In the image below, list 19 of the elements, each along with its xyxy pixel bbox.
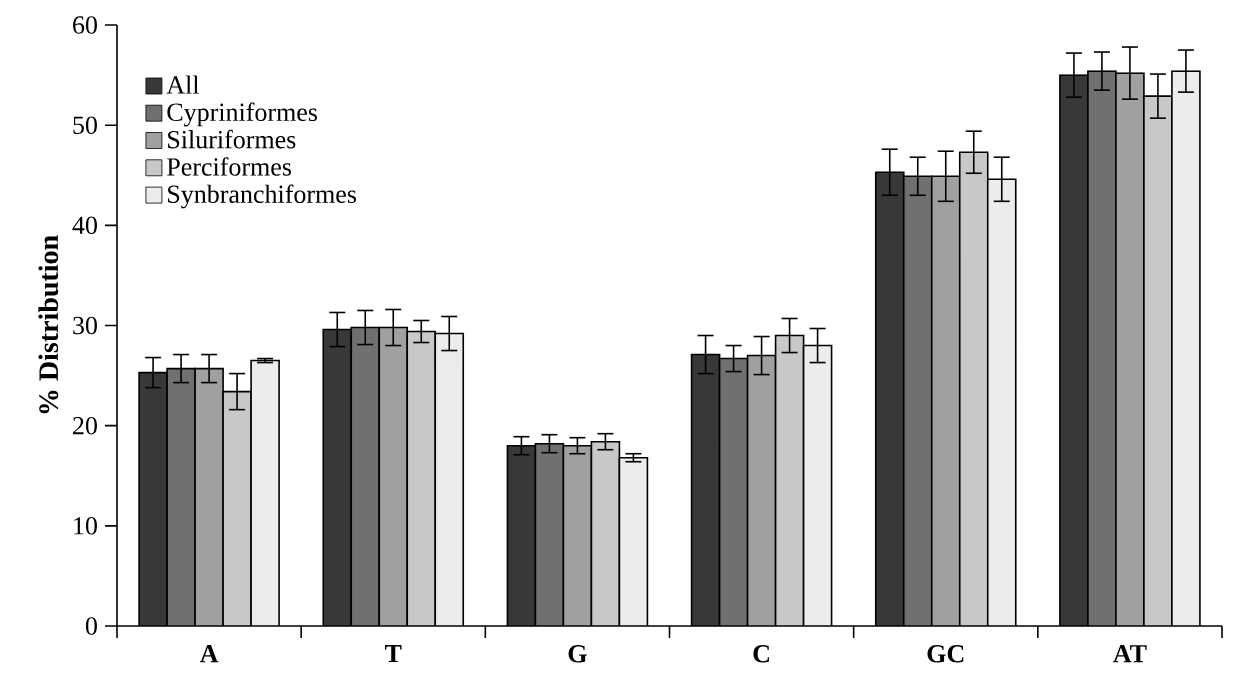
- y-tick-label: 20: [73, 416, 97, 435]
- y-tick-label: 30: [73, 316, 97, 335]
- x-tick-label: T: [384, 645, 402, 663]
- x-tick-label: GC: [927, 645, 964, 663]
- x-tick-label: C: [753, 645, 770, 663]
- y-tick-label: 40: [72, 216, 97, 235]
- y-tick-label: 50: [73, 116, 97, 134]
- legend-label: Synbranchiformes: [168, 184, 357, 209]
- legend-label: Cypriniformes: [167, 102, 318, 127]
- y-tick-label: 10: [74, 517, 97, 535]
- x-tick-label: AT: [1113, 645, 1147, 663]
- y-tick-label: 60: [73, 16, 97, 34]
- legend-label: Perciformes: [167, 157, 292, 176]
- y-axis-title: % Distribution: [38, 235, 59, 414]
- y-tick-label: 0: [85, 617, 97, 635]
- x-tick-label: G: [568, 645, 587, 663]
- x-tick-label: A: [199, 645, 219, 663]
- legend-label: Siluriformes: [168, 129, 296, 149]
- legend-label: All: [166, 75, 200, 94]
